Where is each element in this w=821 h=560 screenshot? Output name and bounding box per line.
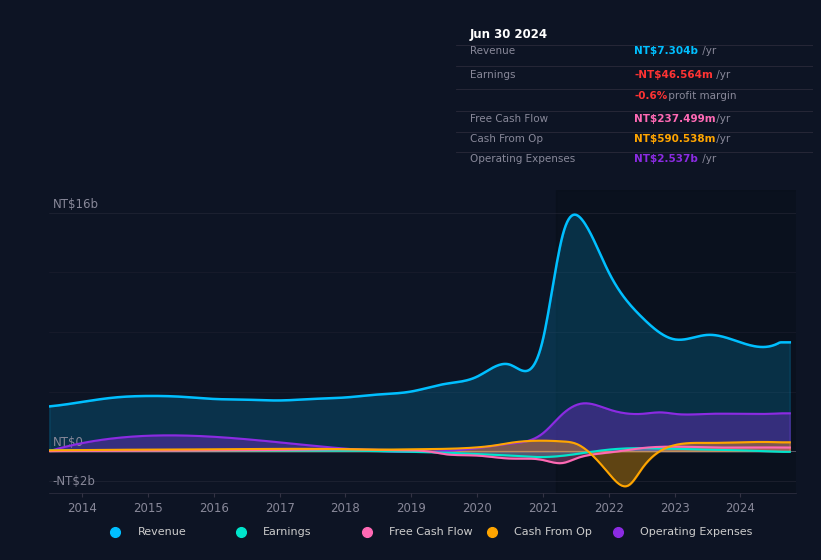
Text: /yr: /yr: [699, 46, 716, 57]
Text: Earnings: Earnings: [263, 527, 312, 537]
Text: -NT$46.564m: -NT$46.564m: [635, 69, 713, 80]
Text: NT$16b: NT$16b: [53, 198, 99, 211]
Text: Cash From Op: Cash From Op: [470, 134, 543, 144]
Text: /yr: /yr: [699, 154, 716, 164]
Text: Cash From Op: Cash From Op: [514, 527, 592, 537]
Text: Operating Expenses: Operating Expenses: [470, 154, 576, 164]
Text: NT$2.537b: NT$2.537b: [635, 154, 698, 164]
Text: profit margin: profit margin: [664, 91, 736, 101]
Text: Earnings: Earnings: [470, 69, 516, 80]
Text: /yr: /yr: [713, 69, 730, 80]
Text: Jun 30 2024: Jun 30 2024: [470, 29, 548, 41]
Text: Revenue: Revenue: [137, 527, 186, 537]
Text: NT$590.538m: NT$590.538m: [635, 134, 716, 144]
Text: Revenue: Revenue: [470, 46, 515, 57]
Text: NT$0: NT$0: [53, 436, 84, 449]
Text: -0.6%: -0.6%: [635, 91, 667, 101]
Text: Free Cash Flow: Free Cash Flow: [388, 527, 472, 537]
Text: -NT$2b: -NT$2b: [53, 475, 95, 488]
Text: Free Cash Flow: Free Cash Flow: [470, 114, 548, 124]
Text: NT$7.304b: NT$7.304b: [635, 46, 698, 57]
Text: /yr: /yr: [713, 134, 730, 144]
Text: NT$237.499m: NT$237.499m: [635, 114, 716, 124]
Text: Operating Expenses: Operating Expenses: [640, 527, 752, 537]
Text: /yr: /yr: [713, 114, 730, 124]
Bar: [556, 190, 803, 493]
